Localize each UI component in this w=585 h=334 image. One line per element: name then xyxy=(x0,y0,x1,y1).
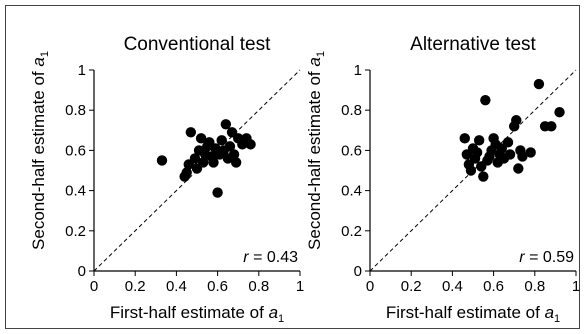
x-tick-label: 1 xyxy=(572,278,580,295)
data-point xyxy=(228,149,240,160)
data-point xyxy=(502,137,514,148)
y-tick-label: 0 xyxy=(78,263,86,280)
data-point xyxy=(224,141,236,152)
data-point xyxy=(517,151,528,162)
x-tick-label: 1 xyxy=(296,278,304,295)
data-point xyxy=(197,157,209,168)
y-tick-label: 1 xyxy=(78,62,86,79)
x-axis-label: First-half estimate of a1 xyxy=(110,303,284,325)
y-tick-label: 0 xyxy=(354,263,362,280)
y-tick-label: 0.6 xyxy=(341,142,362,159)
data-point xyxy=(480,94,491,106)
y-axis-label: Second-half estimate of a1 xyxy=(29,51,51,250)
data-point xyxy=(554,107,565,118)
chart-panel-1: Conventional test 0 0.2 0.4 0.6 0.8 1 0 0.2 0.4 0.… xyxy=(29,34,304,325)
data-point xyxy=(212,187,223,198)
data-point xyxy=(459,133,470,144)
x-tick-label: 0 xyxy=(366,278,374,295)
correlation-annotation: r = 0.43 xyxy=(243,249,298,266)
data-point xyxy=(230,157,242,168)
data-point xyxy=(189,153,201,164)
data-point xyxy=(473,135,485,146)
data-point xyxy=(471,147,483,158)
x-tick-label: 0 xyxy=(90,278,98,295)
data-point xyxy=(465,165,477,176)
data-point xyxy=(504,149,516,160)
chart-title: Alternative test xyxy=(410,34,536,55)
y-tick-label: 0.2 xyxy=(341,223,362,240)
data-point xyxy=(220,119,232,130)
y-tick-label: 0.4 xyxy=(65,183,86,200)
x-tick-label: 0.2 xyxy=(401,278,422,295)
data-point xyxy=(195,133,207,144)
x-tick-label: 0.4 xyxy=(442,278,463,295)
x-tick-label: 0.4 xyxy=(166,278,187,295)
data-point xyxy=(185,127,197,138)
data-point xyxy=(478,171,489,182)
data-point xyxy=(546,121,557,132)
y-tick-label: 0.4 xyxy=(341,183,362,200)
y-tick-label: 1 xyxy=(354,62,362,79)
x-axis-label: First-half estimate of a1 xyxy=(386,303,560,325)
data-point xyxy=(208,157,219,168)
chart-title: Conventional test xyxy=(124,34,272,55)
data-point xyxy=(511,115,522,126)
y-axis-label: Second-half estimate of a1 xyxy=(305,51,327,250)
correlation-annotation: r = 0.59 xyxy=(519,249,574,266)
y-tick-label: 0.2 xyxy=(65,223,86,240)
x-tick-label: 0.2 xyxy=(125,278,146,295)
y-tick-label: 0.6 xyxy=(65,142,86,159)
x-tick-label: 0.8 xyxy=(248,278,269,295)
data-point xyxy=(216,135,227,146)
data-point xyxy=(533,78,545,90)
data-point xyxy=(181,167,192,178)
y-tick-label: 0.8 xyxy=(341,102,362,119)
data-point xyxy=(156,155,168,166)
x-tick-label: 0.6 xyxy=(207,278,228,295)
x-tick-label: 0.6 xyxy=(483,278,504,295)
data-point xyxy=(525,147,536,158)
x-tick-label: 0.8 xyxy=(524,278,545,295)
y-tick-label: 0.8 xyxy=(65,102,86,119)
data-point xyxy=(245,139,256,150)
chart-panel-2: Alternative test 0 0.2 0.4 0.6 0.8 1 0 0.2 0.4 0.6… xyxy=(305,34,580,325)
data-point xyxy=(513,163,524,174)
